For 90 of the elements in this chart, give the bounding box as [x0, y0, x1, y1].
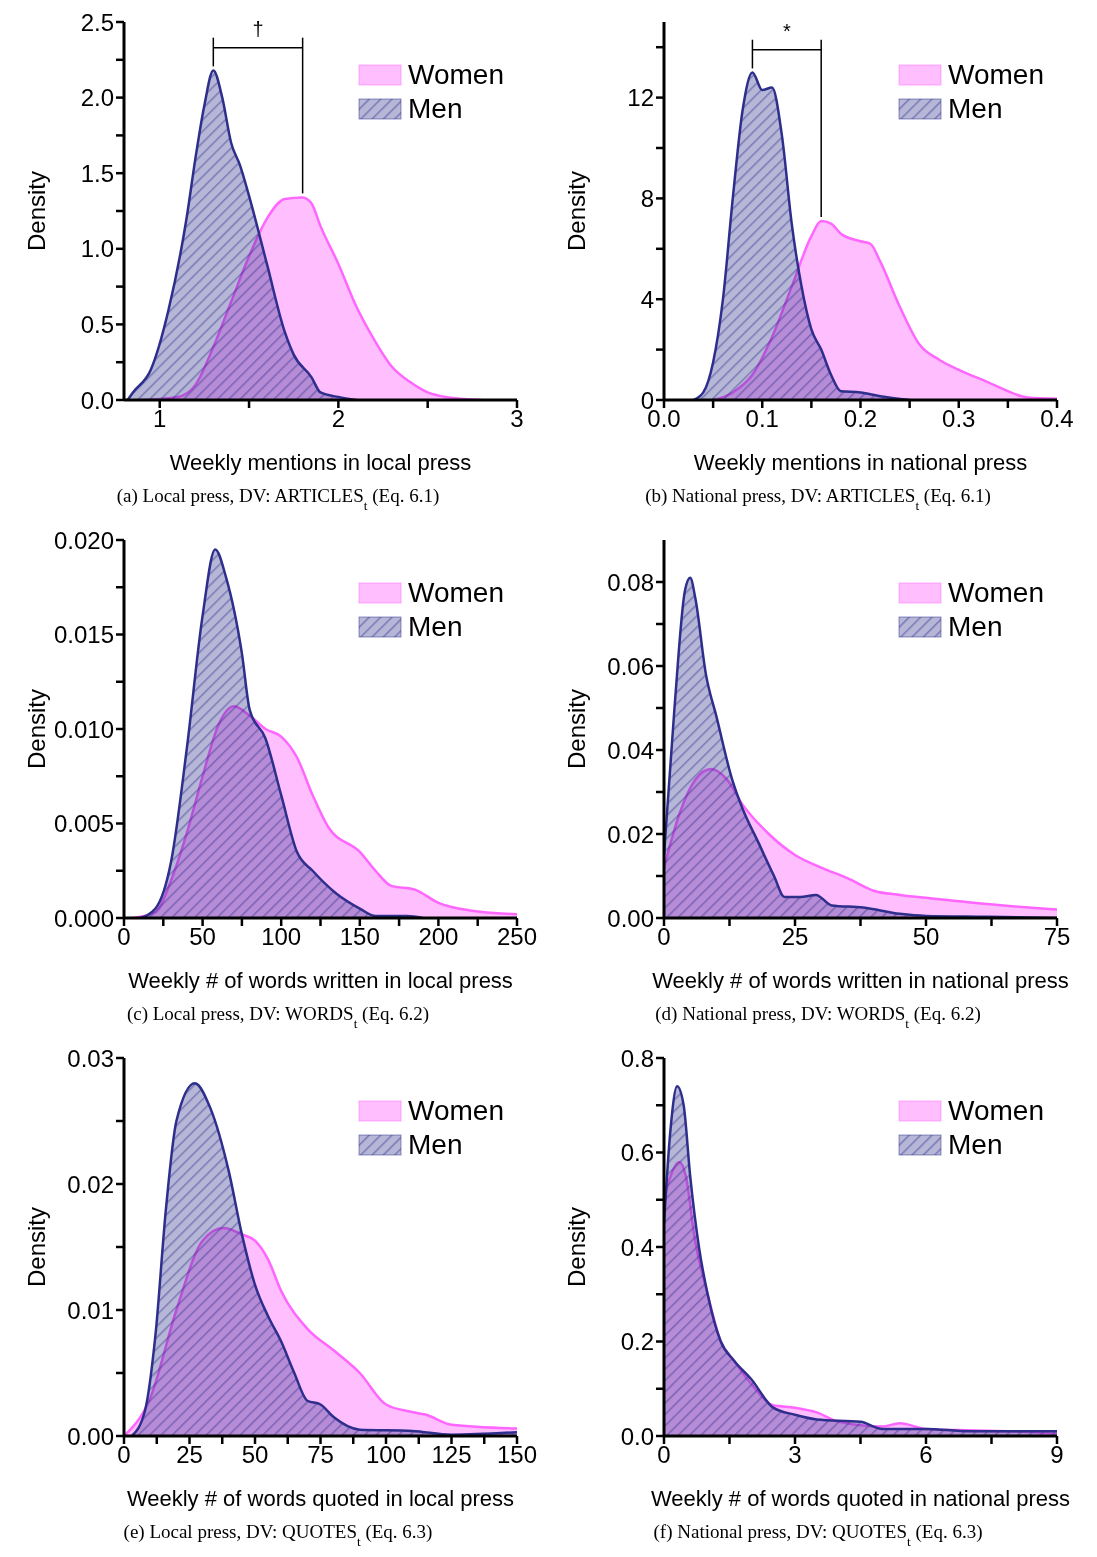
- legend-label: Women: [408, 59, 504, 91]
- y-tick-label: 0.03: [67, 1044, 114, 1072]
- x-tick-label: 6: [919, 1441, 933, 1469]
- legend-label: Men: [948, 93, 1003, 125]
- y-tick-label: 0.0: [620, 1422, 654, 1450]
- y-tick-label: 8: [640, 184, 654, 212]
- y-tick-label: 0.00: [67, 1422, 114, 1450]
- y-tick-label: 0.5: [80, 310, 114, 338]
- x-tick-label: 200: [418, 923, 459, 951]
- y-tick-label: 1.5: [80, 159, 114, 187]
- legend-label: Men: [948, 611, 1003, 643]
- y-tick-label: 0.2: [620, 1328, 654, 1356]
- y-tick-label: 0.4: [620, 1233, 654, 1261]
- x-tick-label: 50: [189, 923, 216, 951]
- y-tick-label: 0.02: [607, 820, 654, 848]
- y-tick-label: 0.005: [53, 810, 114, 838]
- y-tick-label: 0.8: [620, 1044, 654, 1072]
- x-tick-label: 3: [510, 405, 524, 433]
- y-tick-label: 0.04: [607, 736, 654, 764]
- y-tick-label: 0.00: [607, 904, 654, 932]
- x-tick-label: 100: [365, 1441, 407, 1469]
- annotation: †: [252, 17, 264, 40]
- y-tick-label: 12: [627, 84, 654, 112]
- y-axis-title: Density: [22, 170, 50, 252]
- y-tick-label: 2.0: [80, 84, 114, 112]
- y-tick-label: 4: [640, 285, 654, 313]
- text: (b) National press, DV: ARTICLES$_{t}$ (Eq. 6.1): [645, 485, 991, 513]
- x-tick-label: 150: [339, 923, 380, 951]
- legend-label: Women: [408, 1095, 504, 1127]
- y-tick-label: 0.01: [67, 1296, 114, 1324]
- y-tick-label: 0.06: [607, 652, 654, 680]
- y-tick-label: 1.0: [80, 235, 114, 263]
- x-tick-label: 75: [1043, 923, 1071, 951]
- legend-label: Men: [408, 1129, 463, 1161]
- y-tick-label: 2.5: [80, 8, 114, 36]
- text: (d) National press, DV: WORDS$_{t}$ (Eq. 6.2): [655, 1003, 981, 1031]
- x-axis-title: Weekly # of words written in local press: [128, 968, 513, 993]
- x-tick-label: 0: [117, 923, 131, 951]
- y-tick-label: 0.08: [607, 568, 654, 596]
- x-axis-title: Weekly mentions in local press: [169, 450, 472, 475]
- x-axis-title: Weekly # of words written in national press: [652, 968, 1069, 993]
- x-tick-label: 150: [496, 1441, 538, 1469]
- significance-bracket: †: [212, 17, 304, 195]
- legend-label: Men: [948, 1129, 1003, 1161]
- significance-bracket: *: [751, 19, 822, 218]
- x-tick-label: 0: [657, 923, 671, 951]
- y-tick-label: 0.6: [620, 1139, 654, 1167]
- text: (c) Local press, DV: WORDS$_{t}$ (Eq. 6.2): [126, 1003, 430, 1031]
- x-tick-label: 50: [912, 923, 940, 951]
- legend-label: Women: [948, 577, 1044, 609]
- y-axis-title: Density: [562, 170, 590, 252]
- x-tick-label: 1: [153, 405, 167, 433]
- text: (e) Local press, DV: QUOTES$_{t}$ (Eq. 6.3): [123, 1521, 433, 1549]
- y-tick-label: 0.0: [80, 386, 114, 414]
- x-tick-label: 0.3: [942, 405, 976, 433]
- x-tick-label: 0.4: [1040, 405, 1074, 433]
- x-tick-label: 75: [307, 1441, 334, 1469]
- x-axis-title: Weekly mentions in national press: [693, 450, 1028, 475]
- y-tick-label: 0.010: [53, 715, 114, 743]
- x-tick-label: 100: [261, 923, 302, 951]
- legend-label: Women: [948, 1095, 1044, 1127]
- x-tick-label: 0.1: [745, 405, 779, 433]
- y-axis-title: Density: [22, 1206, 50, 1288]
- x-tick-label: 0.2: [843, 405, 878, 433]
- legend-label: Men: [408, 93, 463, 125]
- x-tick-label: 25: [781, 923, 809, 951]
- x-tick-label: 2: [331, 405, 346, 433]
- x-tick-label: 125: [431, 1441, 472, 1469]
- y-tick-label: 0.015: [53, 621, 114, 649]
- annotation: *: [782, 19, 791, 42]
- x-tick-label: 9: [1050, 1441, 1064, 1469]
- x-tick-label: 0: [657, 1441, 671, 1469]
- x-tick-label: 250: [496, 923, 538, 951]
- y-tick-label: 0.020: [53, 526, 114, 554]
- y-tick-label: 0.02: [67, 1170, 114, 1198]
- y-axis-title: Density: [562, 688, 590, 770]
- x-axis-title: Weekly # of words quoted in national press: [650, 1486, 1071, 1511]
- x-axis-title: Weekly # of words quoted in local press: [126, 1486, 515, 1511]
- text: (a) Local press, DV: ARTICLES$_{t}$ (Eq. 6.1): [116, 485, 440, 513]
- legend-label: Men: [408, 611, 463, 643]
- x-tick-label: 25: [176, 1441, 203, 1469]
- x-tick-label: 50: [241, 1441, 269, 1469]
- x-tick-label: 3: [788, 1441, 802, 1469]
- x-tick-label: 0: [117, 1441, 131, 1469]
- y-axis-title: Density: [562, 1206, 590, 1288]
- legend-label: Women: [948, 59, 1044, 91]
- y-axis-title: Density: [22, 688, 50, 770]
- y-tick-label: 0.000: [53, 904, 114, 932]
- text: (f) National press, DV: QUOTES$_{t}$ (Eq. 6.3): [653, 1521, 983, 1549]
- legend-label: Women: [408, 577, 504, 609]
